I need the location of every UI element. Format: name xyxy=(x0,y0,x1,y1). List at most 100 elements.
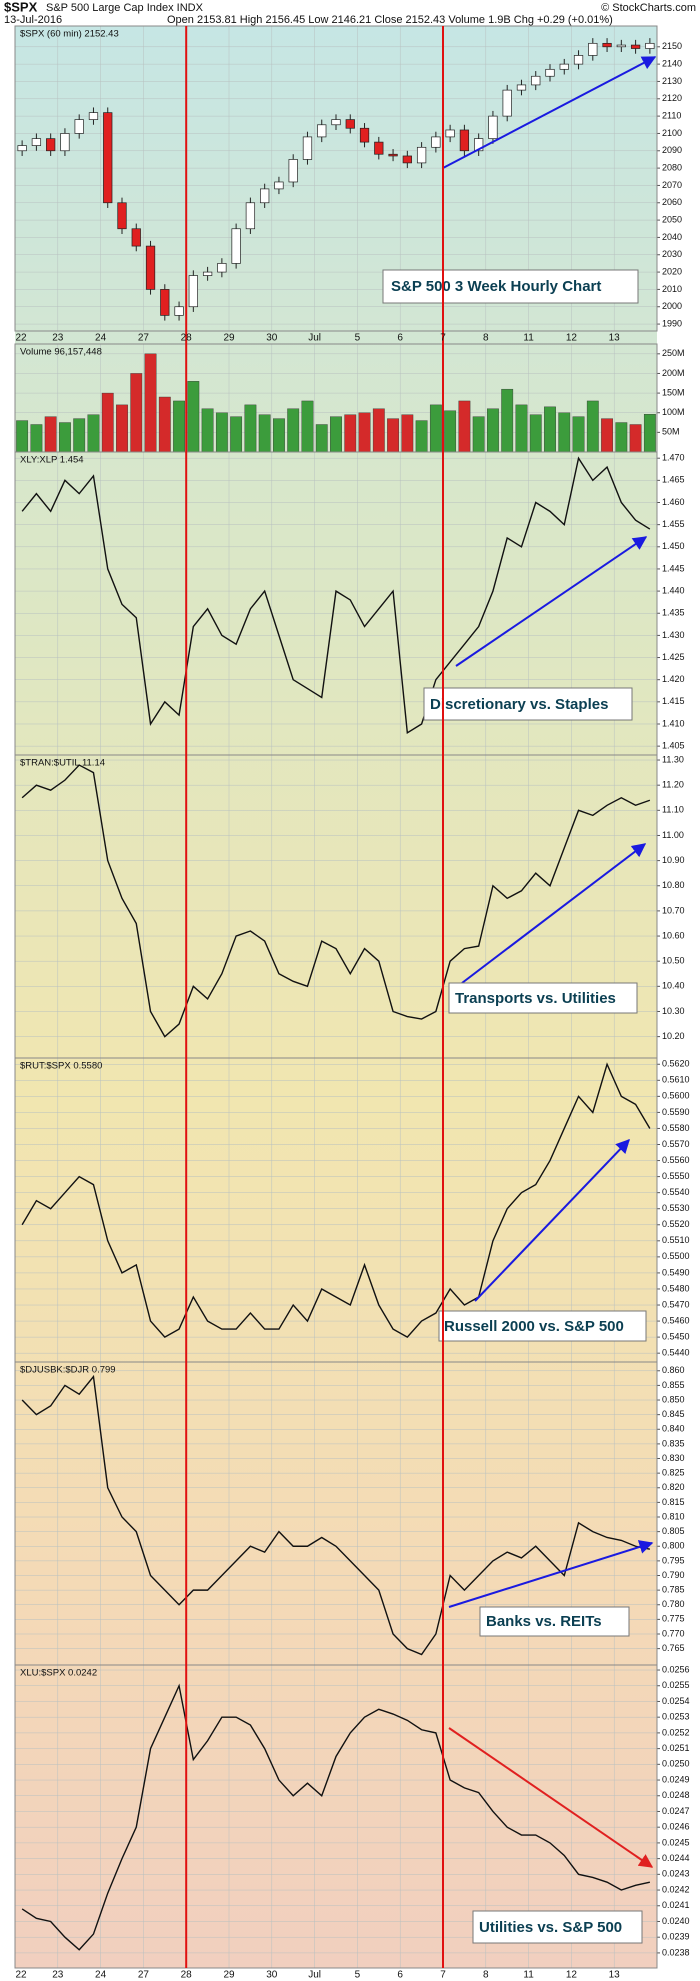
y-tick-label: 0.5480 xyxy=(662,1283,690,1293)
y-tick-label: 0.0243 xyxy=(662,1869,690,1879)
x-tick-label: Jul xyxy=(308,1970,321,1981)
y-tick-label: 1.440 xyxy=(662,585,685,595)
candle-body xyxy=(331,119,341,126)
volume-bar xyxy=(572,416,585,453)
y-tick-label: 0.5620 xyxy=(662,1059,690,1069)
y-tick-label: 2020 xyxy=(662,266,682,276)
y-tick-label: 0.0248 xyxy=(662,1790,690,1800)
y-tick-label: 1.435 xyxy=(662,608,685,618)
y-tick-label: 0.0255 xyxy=(662,1680,690,1690)
volume-bar xyxy=(615,422,628,453)
candle-body xyxy=(374,141,384,155)
y-tick-label: 1.460 xyxy=(662,497,685,507)
y-tick-label: 0.785 xyxy=(662,1585,685,1595)
y-tick-label: 0.815 xyxy=(662,1497,685,1507)
trend-arrow xyxy=(448,1727,654,1868)
y-tick-label: 1.465 xyxy=(662,475,685,485)
candle-body xyxy=(274,181,284,190)
candle-body xyxy=(117,202,127,230)
x-tick-label: 27 xyxy=(138,1970,150,1981)
x-tick-label: 29 xyxy=(223,333,235,344)
volume-bar xyxy=(116,404,128,453)
candle-body xyxy=(345,119,355,129)
x-tick-label: 13 xyxy=(609,1970,621,1981)
x-tick-label: 13 xyxy=(609,333,621,344)
volume-bar xyxy=(44,416,57,453)
panel-title: XLU:$SPX 0.0242 xyxy=(20,1668,97,1679)
y-tick-label: 1990 xyxy=(662,318,682,328)
annotation: Russell 2000 vs. S&P 500 xyxy=(444,1318,624,1335)
volume-bar xyxy=(101,392,114,453)
y-tick-label: 0.0253 xyxy=(662,1712,690,1722)
ratio-line xyxy=(21,456,651,735)
y-tick-label: 2070 xyxy=(662,180,682,190)
y-tick-label: 0.780 xyxy=(662,1599,685,1609)
y-tick-label: 0.810 xyxy=(662,1511,685,1521)
volume-bar xyxy=(544,406,556,453)
volume-bar xyxy=(330,416,342,453)
candle-body xyxy=(260,188,270,204)
y-tick-label: 0.5570 xyxy=(662,1139,690,1149)
y-tick-label: 0.840 xyxy=(662,1424,685,1434)
y-tick-label: 0.0254 xyxy=(662,1696,690,1706)
candle-body xyxy=(245,202,256,230)
x-tick-label: 30 xyxy=(266,333,278,344)
ratio-line xyxy=(21,764,651,1038)
y-tick-label: 0.820 xyxy=(662,1482,685,1492)
y-tick-label: 0.5510 xyxy=(662,1235,690,1245)
annotation: Banks vs. REITs xyxy=(486,1613,602,1630)
y-tick-label: 0.5560 xyxy=(662,1155,690,1165)
volume-bar xyxy=(358,412,371,453)
candle-body xyxy=(588,42,598,56)
x-tick-label: 8 xyxy=(483,1970,489,1981)
x-tick-label: 11 xyxy=(523,333,534,344)
y-tick-label: 2150 xyxy=(662,41,682,51)
y-tick-label: 0.0242 xyxy=(662,1884,690,1894)
y-tick-label: 2090 xyxy=(662,145,682,155)
x-tick-label: 22 xyxy=(15,333,27,344)
annotation-box xyxy=(423,687,633,721)
y-tick-label: 0.795 xyxy=(662,1555,685,1565)
volume-bar xyxy=(73,418,86,453)
candle-body xyxy=(502,89,512,117)
y-tick-label: 0.0250 xyxy=(662,1759,690,1769)
volume-bar xyxy=(287,408,300,453)
candle-body xyxy=(160,289,170,316)
volume-bar xyxy=(59,422,71,453)
y-tick-label: 10.90 xyxy=(662,855,685,865)
candle-body xyxy=(630,44,641,49)
y-tick-label: 10.30 xyxy=(662,1006,685,1016)
y-tick-label: 0.765 xyxy=(662,1643,685,1653)
volume-bar xyxy=(401,414,414,453)
candle-body xyxy=(46,138,56,152)
y-tick-label: 0.0244 xyxy=(662,1853,690,1863)
candle-body xyxy=(145,245,156,290)
x-tick-label: 7 xyxy=(440,333,446,344)
y-tick-label: 2050 xyxy=(662,214,682,224)
annotation-box xyxy=(479,1606,630,1637)
y-tick-label: 10.70 xyxy=(662,905,685,915)
symbol: $SPX xyxy=(4,0,38,14)
y-tick-label: 1.450 xyxy=(662,541,685,551)
y-tick-label: 0.0252 xyxy=(662,1727,690,1737)
volume-bar xyxy=(529,414,542,453)
volume-bar xyxy=(472,416,485,453)
candle-body xyxy=(131,228,141,247)
candle-body xyxy=(431,136,441,148)
volume-bar xyxy=(344,414,357,453)
y-tick-label: 0.5450 xyxy=(662,1331,690,1341)
y-tick-label: 11.10 xyxy=(662,805,684,815)
annotation: Discretionary vs. Staples xyxy=(430,696,608,713)
x-tick-label: 22 xyxy=(15,1970,27,1981)
quote: Open 2153.81 High 2156.45 Low 2146.21 Cl… xyxy=(167,14,613,26)
volume-bar xyxy=(130,373,143,453)
y-tick-label: 11.00 xyxy=(662,830,684,840)
volume-bar xyxy=(372,408,385,453)
y-tick-label: 10.20 xyxy=(662,1031,685,1041)
candle-body xyxy=(474,138,484,152)
panel-title: Volume 96,157,448 xyxy=(20,347,102,358)
candle-body xyxy=(174,306,184,316)
volume-bar xyxy=(629,424,642,453)
volume-bar xyxy=(387,418,399,453)
y-tick-label: 0.5500 xyxy=(662,1251,690,1261)
